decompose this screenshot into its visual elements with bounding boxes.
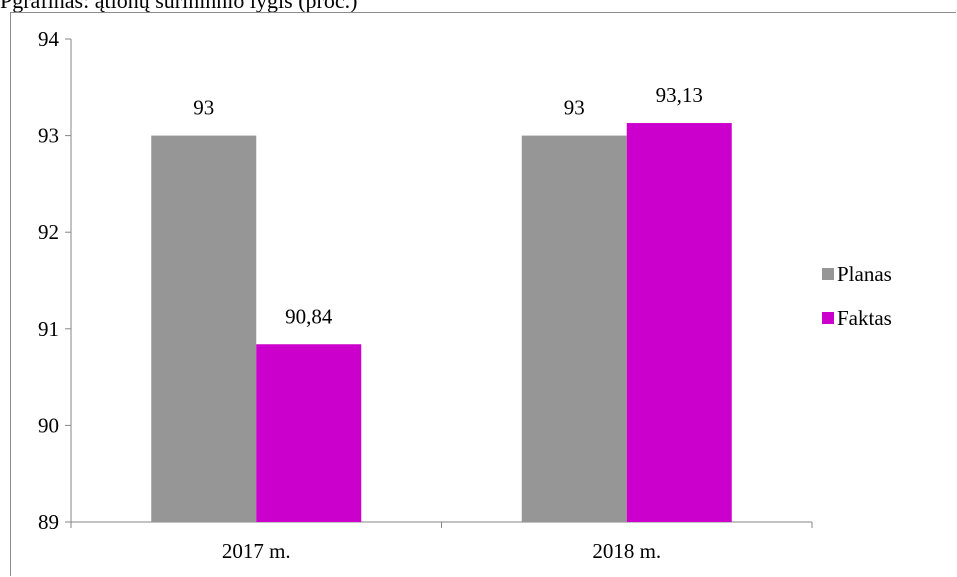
y-tick-label: 91: [38, 317, 59, 341]
bars: [151, 123, 732, 523]
legend-label: Planas: [837, 262, 892, 286]
bar-planas-1: [151, 135, 257, 522]
figure-caption: Pgrafinas: ątlonų surininnio lygis (proc…: [0, 0, 358, 13]
legend-swatch-faktas: [822, 312, 834, 324]
y-axis: 89 90 91 92 93 94: [38, 27, 72, 534]
bar-faktas-2: [626, 123, 732, 523]
y-tick-label: 93: [38, 124, 59, 148]
x-tick-label: 2018 m.: [592, 539, 661, 563]
legend-swatch-planas: [822, 268, 834, 280]
bar-faktas-1: [256, 344, 362, 522]
data-label: 93: [193, 96, 214, 120]
y-tick-label: 89: [38, 510, 59, 534]
data-label: 90,84: [285, 304, 333, 328]
y-tick-label: 94: [38, 27, 60, 51]
bar-planas-2: [521, 135, 627, 522]
data-label: 93,13: [656, 83, 703, 107]
legend: Planas Faktas: [822, 262, 892, 330]
data-label: 93: [564, 96, 585, 120]
x-tick-label: 2017 m.: [222, 539, 291, 563]
chart-frame: [10, 12, 956, 576]
x-axis: 2017 m. 2018 m.: [70, 521, 813, 563]
value-labels: 93 90,84 93 93,13: [193, 83, 703, 328]
legend-label: Faktas: [837, 306, 892, 330]
y-tick-label: 90: [38, 413, 59, 437]
y-tick-label: 92: [38, 220, 59, 244]
